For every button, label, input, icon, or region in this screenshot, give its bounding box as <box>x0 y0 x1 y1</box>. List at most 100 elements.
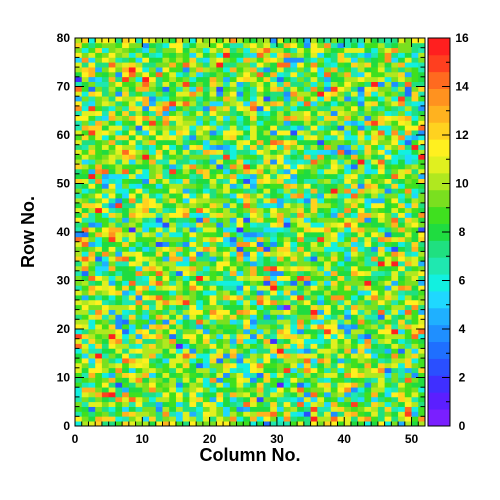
heatmap-cell <box>128 348 136 354</box>
heatmap-cell <box>243 251 251 257</box>
heatmap-cell <box>108 168 116 175</box>
heatmap-cell <box>223 358 231 364</box>
heatmap-cell <box>384 319 392 325</box>
heatmap-cell <box>310 178 318 184</box>
heatmap-cell <box>364 251 372 257</box>
heatmap-cell <box>357 227 365 233</box>
heatmap-cell <box>391 324 399 330</box>
heatmap-cell <box>344 193 352 199</box>
heatmap-cell <box>189 81 197 87</box>
heatmap-cell <box>297 91 305 97</box>
heatmap-cell <box>364 256 372 262</box>
heatmap-cell <box>142 193 150 199</box>
heatmap-cell <box>202 47 210 53</box>
heatmap-cell <box>364 241 372 247</box>
heatmap-cell <box>122 401 130 407</box>
heatmap-cell <box>216 256 224 262</box>
heatmap-cell <box>303 382 311 388</box>
heatmap-cell <box>337 246 345 252</box>
heatmap-cell <box>404 392 412 398</box>
heatmap-cell <box>256 91 264 97</box>
heatmap-cell <box>317 159 325 165</box>
heatmap-cell <box>243 396 251 403</box>
heatmap-cell <box>398 353 406 359</box>
heatmap-cell <box>330 149 338 155</box>
heatmap-cell <box>196 159 204 165</box>
heatmap-cell <box>283 382 291 388</box>
heatmap-cell <box>243 86 251 92</box>
heatmap-cell <box>391 67 399 73</box>
heatmap-cell <box>283 188 291 194</box>
heatmap-cell <box>303 333 311 340</box>
heatmap-cell <box>101 120 109 126</box>
heatmap-cell <box>216 367 224 373</box>
heatmap-cell <box>236 358 244 364</box>
heatmap-cell <box>182 232 190 238</box>
heatmap-cell <box>404 139 412 146</box>
heatmap-cell <box>276 246 284 252</box>
heatmap-cell <box>128 304 136 310</box>
heatmap-cell <box>303 256 311 262</box>
heatmap-cell <box>135 280 143 286</box>
heatmap-cell <box>297 173 305 179</box>
heatmap-cell <box>216 236 224 243</box>
heatmap-cell <box>135 193 143 199</box>
heatmap-cell <box>330 290 338 296</box>
heatmap-cell <box>283 396 291 403</box>
heatmap-cell <box>75 149 83 155</box>
heatmap-cell <box>283 333 291 340</box>
heatmap-cell <box>377 299 385 306</box>
heatmap-cell <box>175 105 184 112</box>
heatmap-cell <box>122 299 130 306</box>
heatmap-cell <box>101 416 109 422</box>
heatmap-cell <box>411 188 419 194</box>
heatmap-cell <box>115 421 123 427</box>
heatmap-cell <box>122 62 130 68</box>
heatmap-cell <box>377 309 385 315</box>
heatmap-cell <box>297 42 305 49</box>
heatmap-cell <box>229 353 237 359</box>
heatmap-cell <box>303 406 311 412</box>
heatmap-cell <box>324 227 332 233</box>
heatmap-cell <box>149 125 157 131</box>
heatmap-cell <box>283 202 291 209</box>
heatmap-cell <box>411 217 419 223</box>
heatmap-cell <box>418 338 426 344</box>
heatmap-cell <box>142 241 150 247</box>
heatmap-cell <box>404 343 412 349</box>
heatmap-cell <box>310 232 318 238</box>
heatmap-cell <box>236 348 244 354</box>
heatmap-cell <box>377 348 385 354</box>
heatmap-cell <box>236 57 244 63</box>
heatmap-cell <box>411 125 419 131</box>
heatmap-cell <box>324 57 332 63</box>
heatmap-cell <box>162 47 170 53</box>
heatmap-cell <box>391 173 399 179</box>
heatmap-cell <box>303 241 311 247</box>
heatmap-cell <box>149 265 157 272</box>
heatmap-cell <box>142 401 150 407</box>
heatmap-cell <box>243 348 251 354</box>
color-scale-swatch <box>428 324 450 343</box>
heatmap-cell <box>297 188 305 194</box>
heatmap-cell <box>142 362 150 369</box>
heatmap-cell <box>115 42 123 49</box>
heatmap-cell <box>175 329 184 335</box>
heatmap-cell <box>371 416 379 422</box>
heatmap-cell <box>256 154 264 160</box>
heatmap-cell <box>377 377 385 383</box>
heatmap-cell <box>337 367 345 373</box>
heatmap-cell <box>418 202 426 209</box>
heatmap-cell <box>364 382 372 388</box>
heatmap-cell <box>398 125 406 131</box>
heatmap-cell <box>250 159 258 165</box>
heatmap-cell <box>303 411 311 417</box>
heatmap-cell <box>128 314 136 320</box>
heatmap-cell <box>391 411 399 417</box>
heatmap-cell <box>81 241 89 247</box>
heatmap-cell <box>303 280 311 286</box>
heatmap-cell <box>371 392 379 398</box>
heatmap-cell <box>101 227 109 233</box>
heatmap-cell <box>384 110 392 116</box>
heatmap-cell <box>229 319 237 325</box>
